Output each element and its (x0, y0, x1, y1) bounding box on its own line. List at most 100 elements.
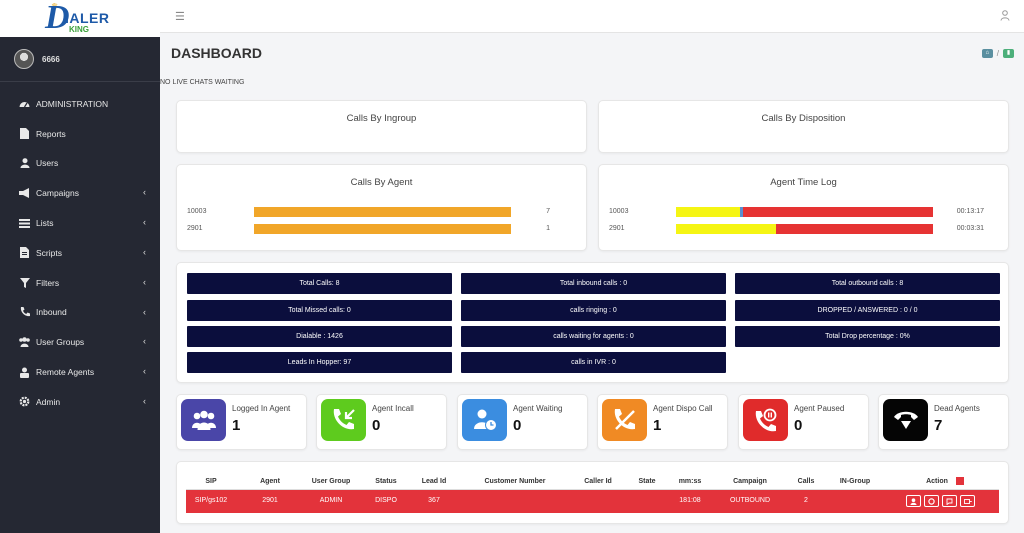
listen-button[interactable] (906, 495, 921, 507)
logo-text: IALER (65, 9, 110, 26)
whisper-icon (946, 498, 953, 505)
timelog-segment-yellow (676, 224, 776, 234)
stat-box: Total Drop percentage : 0% (735, 326, 1000, 347)
record-button[interactable] (924, 495, 939, 507)
sidebar-item-lists[interactable]: Lists ‹ (0, 208, 160, 238)
logo-letter: D (45, 0, 70, 36)
incoming-call-icon (321, 399, 366, 441)
status-card-dead-agents[interactable]: Dead Agents 7 (878, 394, 1009, 450)
sidebar-item-remote-agents[interactable]: Remote Agents ‹ (0, 357, 160, 387)
gear-icon (18, 396, 31, 407)
stat-box: DROPPED / ANSWERED : 0 / 0 (735, 300, 1000, 321)
user-name: 6666 (42, 54, 60, 64)
logo-subtext: KING (69, 24, 89, 34)
timelog-bar-row: 10003 00:13:17 (609, 206, 998, 218)
table-row[interactable]: SIP/gs102 2901 ADMIN DISPO 367 181:08 OUTBOUND… (186, 490, 999, 513)
user-panel[interactable]: 6666 (0, 37, 160, 82)
stat-box: calls waiting for agents : 0 (461, 326, 726, 347)
sidebar-item-administration[interactable]: ADMINISTRATION (0, 89, 160, 119)
chevron-left-icon: ‹ (143, 366, 146, 377)
agents-group-icon (181, 399, 226, 441)
column-header: User Group (311, 478, 351, 485)
stat-box: Total inbound calls : 0 (461, 273, 726, 294)
status-label: Dead Agents (934, 404, 980, 413)
bar-label: 2901 (187, 225, 203, 232)
bar-value: 00:13:17 (956, 208, 984, 215)
dashboard-crumb-icon[interactable]: ▮ (1003, 49, 1014, 58)
live-chats-notice: NO LIVE CHATS WAITING (160, 79, 245, 86)
sidebar: ♛ D IALER KING 6666 ADMINISTRATION Report… (0, 0, 160, 533)
dashboard-icon (18, 99, 31, 109)
sidebar-item-filters[interactable]: Filters ‹ (0, 268, 160, 298)
logo-area[interactable]: ♛ D IALER KING (0, 0, 160, 37)
user-clock-icon (462, 399, 507, 441)
status-card-agent-waiting[interactable]: Agent Waiting 0 (457, 394, 588, 450)
sidebar-item-label: Remote Agents (36, 367, 95, 378)
home-crumb-icon[interactable]: ⌂ (981, 49, 993, 58)
chevron-left-icon: ‹ (143, 336, 146, 347)
bar-value: 00:03:31 (956, 225, 984, 232)
sidebar-item-label: Admin (36, 396, 61, 407)
sidebar-item-label: Filters (36, 277, 60, 288)
column-header: mm:ss (678, 478, 702, 485)
card-title: Agent Time Log (770, 177, 837, 188)
hangup-button[interactable] (960, 495, 975, 507)
menu-toggle-icon[interactable]: ☰ (175, 11, 185, 23)
status-value: 0 (372, 417, 381, 434)
status-value: 0 (794, 417, 803, 434)
action-color-legend (956, 477, 964, 485)
sidebar-item-label: ADMINISTRATION (36, 98, 109, 109)
sidebar-item-user-groups[interactable]: User Groups ‹ (0, 327, 160, 357)
column-header: Lead Id (421, 478, 447, 485)
status-value: 1 (232, 417, 241, 434)
sidebar-item-campaigns[interactable]: Campaigns ‹ (0, 178, 160, 208)
column-header: State (638, 478, 656, 485)
status-card-agent-dispo-call[interactable]: Agent Dispo Call 1 (597, 394, 728, 450)
paused-call-icon (743, 399, 788, 441)
card-title: Calls By Ingroup (346, 113, 417, 124)
user-account-icon[interactable] (1000, 8, 1010, 26)
stat-box: Dialable : 1426 (187, 326, 452, 347)
bar-label: 2901 (609, 225, 625, 232)
column-header: Action (926, 478, 948, 485)
stat-box: calls ringing : 0 (461, 300, 726, 321)
chevron-left-icon: ‹ (143, 276, 146, 287)
chevron-left-icon: ‹ (143, 306, 146, 317)
stat-box: Total Calls: 8 (187, 273, 452, 294)
table-cell: ADMIN (319, 497, 343, 504)
whisper-button[interactable] (942, 495, 957, 507)
calls-by-disposition-card: Calls By Disposition (598, 100, 1009, 153)
page-title: DASHBOARD (171, 45, 262, 61)
sidebar-item-users[interactable]: Users (0, 149, 160, 179)
chevron-left-icon: ‹ (143, 187, 146, 198)
status-card-agent-paused[interactable]: Agent Paused 0 (738, 394, 869, 450)
megaphone-icon (18, 188, 31, 199)
card-title: Calls By Disposition (761, 113, 846, 124)
timelog-segment-yellow (676, 207, 740, 217)
column-header: Status (375, 478, 397, 485)
status-card-logged-in-agent[interactable]: Logged In Agent 1 (176, 394, 307, 450)
chevron-left-icon: ‹ (143, 395, 146, 406)
list-icon (18, 218, 31, 228)
stat-box: Total outbound calls : 8 (735, 273, 1000, 294)
sidebar-item-admin[interactable]: Admin ‹ (0, 387, 160, 417)
status-value: 7 (934, 417, 943, 434)
status-label: Agent Incall (372, 404, 414, 413)
listen-icon (910, 497, 917, 505)
table-cell: 2901 (262, 497, 278, 504)
live-agents-table: SIP Agent User Group Status Lead Id Customer … (176, 461, 1009, 524)
column-header: IN-Group (839, 478, 871, 485)
breadcrumb: ⌂ / ▮ (981, 49, 1014, 58)
breadcrumb-separator: / (996, 49, 999, 58)
hangup-phone-icon (602, 399, 647, 441)
chevron-left-icon: ‹ (143, 246, 146, 257)
status-card-agent-incall[interactable]: Agent Incall 0 (316, 394, 447, 450)
agent-bar (254, 224, 511, 234)
table-cell: 181:08 (679, 497, 701, 504)
sidebar-item-scripts[interactable]: Scripts ‹ (0, 238, 160, 268)
sidebar-item-reports[interactable]: Reports (0, 119, 160, 149)
crown-icon: ♛ (51, 1, 59, 11)
sidebar-item-inbound[interactable]: Inbound ‹ (0, 298, 160, 328)
stats-card: Total Calls: 8 Total inbound calls : 0 Tot… (176, 262, 1009, 383)
dead-phone-icon (883, 399, 928, 441)
